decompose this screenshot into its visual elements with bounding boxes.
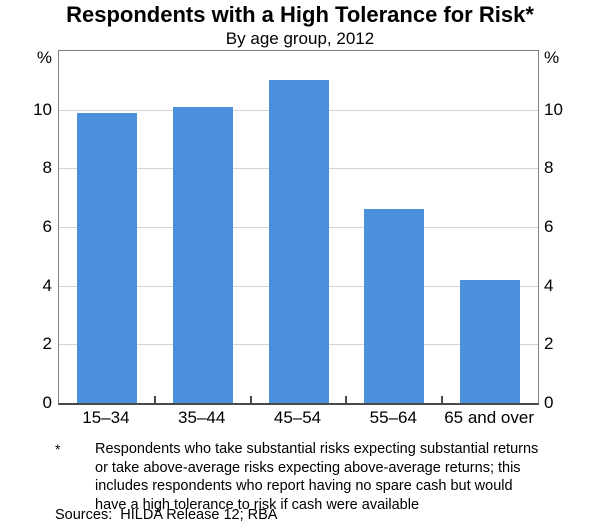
footnote-line: Respondents who take substantial risks e… xyxy=(95,441,539,457)
y-tick-label-left: 0 xyxy=(42,393,52,412)
y-tick-label-left: 10 xyxy=(33,99,52,119)
y-tick-label-right: 10 xyxy=(544,99,563,119)
y-tick-label-right: 2 xyxy=(544,334,554,354)
plot-area xyxy=(58,50,539,405)
footnote-line: or take above-average risks expecting ab… xyxy=(95,459,521,476)
y-axis-unit-left: % xyxy=(36,48,52,67)
bar-65 and over xyxy=(460,279,521,403)
bar-45–54 xyxy=(268,80,329,403)
y-axis-unit-right: % xyxy=(544,48,560,67)
y-tick-label-left: 4 xyxy=(42,275,52,295)
x-axis-tick xyxy=(153,396,156,403)
footnote-line: includes respondents who report having n… xyxy=(95,478,513,494)
x-category-label: 15–34 xyxy=(82,408,130,427)
y-tick-label-right: 0 xyxy=(544,393,554,412)
footnote-line: have a high tolerance to risk if cash we… xyxy=(95,496,420,513)
x-axis-tick xyxy=(345,396,348,403)
x-category-label: 65 and over xyxy=(444,408,534,427)
x-category-label: 45–54 xyxy=(273,408,322,427)
y-tick-label-right: 8 xyxy=(544,158,554,178)
chart-subtitle: By age group, 2012 xyxy=(225,29,375,48)
sources-line: Sources: HILDA Release 12; RBA xyxy=(55,507,278,523)
y-tick-label-right: 4 xyxy=(544,275,554,295)
y-tick-label-left: 2 xyxy=(42,334,52,354)
x-axis-tick xyxy=(441,396,444,403)
bar-15–34 xyxy=(76,112,137,403)
x-axis-tick xyxy=(249,396,252,403)
y-tick-label-left: 6 xyxy=(42,217,52,236)
bar-55–64 xyxy=(364,209,425,403)
x-category-label: 55–64 xyxy=(369,408,417,427)
bar-35–44 xyxy=(172,106,233,403)
chart-title: Respondents with a High Tolerance for Ri… xyxy=(66,2,534,27)
x-category-label: 35–44 xyxy=(178,408,226,427)
y-tick-label-left: 8 xyxy=(42,158,52,178)
y-tick-label-right: 6 xyxy=(544,217,554,236)
footnote-marker: * xyxy=(55,441,61,457)
